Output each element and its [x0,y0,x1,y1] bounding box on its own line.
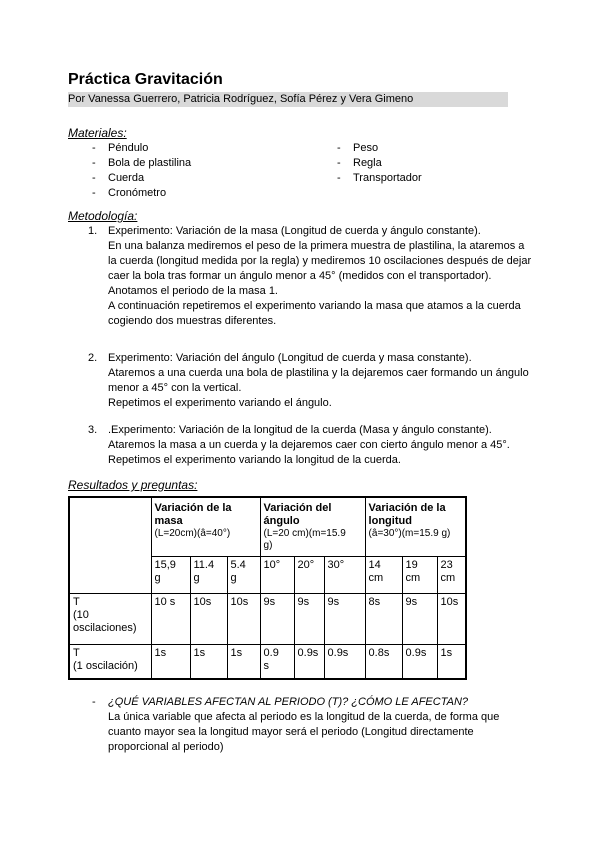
question-text: ¿QUÉ VARIABLES AFECTAN AL PERIODO (T)? ¿… [108,696,469,708]
answer-text: La única variable que afecta al periodo … [108,711,500,753]
material-item: - Regla [337,156,532,171]
materials-column-left: - Péndulo - Bola de plastilina - Cuerda … [68,141,337,201]
material-item: - Péndulo [68,141,337,156]
results-table: Variación de la masa (L=20cm)(â=40°) Var… [68,496,468,680]
methodology-item-title: Experimento: Variación de la masa (Longi… [108,225,481,237]
table-cell: 10s [436,592,467,645]
materials-list: - Péndulo - Bola de plastilina - Cuerda … [68,141,532,201]
dash-marker: - [92,142,96,154]
table-cell: 10 s [150,592,191,645]
group-title: Variación del ángulo [263,502,332,527]
group-header-longitud: Variación de la longitud (â=30°)(m=15.9 … [364,496,467,557]
table-group-header-row: Variación de la masa (L=20cm)(â=40°) Var… [68,496,467,594]
group-title: Variación de la masa [154,502,232,527]
subheader-cell: 10° [259,555,295,594]
subheader-cell: 14 cm [364,555,403,594]
table-cell: 1s [226,643,261,680]
methodology-item: 2. Experimento: Variación del ángulo (Lo… [68,351,532,411]
group-title: Variación de la longitud [368,502,446,527]
table-cell: 1s [436,643,467,680]
subheader-cell: 11.4 g [189,555,228,594]
dash-marker: - [337,157,341,169]
methodology-paragraph: Repetimos el experimento variando el áng… [108,397,332,409]
subheader-cell: 23 cm [436,555,467,594]
material-item: - Transportador [337,171,532,186]
table-row-t1: T (1 oscilación) 1s 1s 1s 0.9 s 0.9s 0.9… [68,643,467,680]
subheader-cell: 20° [293,555,325,594]
table-corner-cell [68,496,152,594]
methodology-paragraph: Repetimos el experimento variando la lon… [108,454,401,466]
group-header-angulo: Variación del ángulo (L=20 cm)(m=15.9 g) [259,496,366,557]
methodology-paragraph: Ataremos la masa a un cuerda y la dejare… [108,439,510,451]
materials-heading: Materiales: [68,126,127,140]
methodology-item-body: Experimento: Variación del ángulo (Longi… [108,351,532,411]
dash-marker: - [92,696,96,708]
material-item-label: Cronómetro [108,187,167,199]
subheader-cell: 19 cm [401,555,438,594]
methodology-item-body: Experimento: Variación de la masa (Longi… [108,224,532,329]
methodology-item: 1. Experimento: Variación de la masa (Lo… [68,224,532,329]
table-cell: 10s [189,592,228,645]
group-subtitle: (L=20cm)(â=40°) [154,528,231,539]
group-subtitle: (L=20 cm)(m=15.9 g) [263,528,346,551]
dash-marker: - [337,142,341,154]
table-cell: 9s [401,592,438,645]
subheader-cell: 15,9 g [150,555,191,594]
results-heading: Resultados y preguntas: [68,478,198,492]
material-item-label: Transportador [353,172,422,184]
table-cell: 0.9s [323,643,366,680]
material-item: - Peso [337,141,532,156]
material-item-label: Cuerda [108,172,145,184]
methodology-item: 3. .Experimento: Variación de la longitu… [68,423,532,468]
methodology-item-title: .Experimento: Variación de la longitud d… [108,424,492,436]
table-row-t10: T (10 oscilaciones) 10 s 10s 10s 9s 9s 9… [68,592,467,645]
byline-highlight: Por Vanessa Guerrero, Patricia Rodríguez… [68,92,508,107]
table-cell: 9s [323,592,366,645]
table-cell: 0.9 s [259,643,295,680]
material-item-label: Bola de plastilina [108,157,192,169]
material-item: - Bola de plastilina [68,156,337,171]
material-item-label: Péndulo [108,142,149,154]
methodology-item-title: Experimento: Variación del ángulo (Longi… [108,352,472,364]
material-item-label: Peso [353,142,379,154]
dash-marker: - [92,187,96,199]
dash-marker: - [92,157,96,169]
question-body: ¿QUÉ VARIABLES AFECTAN AL PERIODO (T)? ¿… [108,695,532,755]
methodology-list: 1. Experimento: Variación de la masa (Lo… [68,224,532,468]
dash-marker: - [337,172,341,184]
material-item: - Cuerda [68,171,337,186]
subheader-cell: 5.4 g [226,555,261,594]
row-label: T (1 oscilación) [68,643,152,680]
page-title: Práctica Gravitación [68,71,223,88]
list-number: 3. [88,424,98,436]
table-cell: 1s [150,643,191,680]
subheader-cell: 30° [323,555,366,594]
table-subheader-row: 15,9 g 11.4 g 5.4 g 10° 20° 30° 14 cm 19… [69,555,467,594]
table-cell: 10s [226,592,261,645]
methodology-item-body: .Experimento: Variación de la longitud d… [108,423,532,468]
table-cell: 9s [259,592,295,645]
table-cell: 0.9s [401,643,438,680]
group-header-masa: Variación de la masa (L=20cm)(â=40°) [150,496,261,557]
table-cell: 1s [189,643,228,680]
table-cell: 9s [293,592,325,645]
list-number: 1. [88,225,98,237]
materials-column-right: - Peso - Regla - Transportador [337,141,532,201]
question-block: - ¿QUÉ VARIABLES AFECTAN AL PERIODO (T)?… [68,695,532,755]
dash-marker: - [92,172,96,184]
row-label: T (10 oscilaciones) [68,592,152,645]
table-cell: 8s [364,592,403,645]
methodology-paragraph: Ataremos a una cuerda una bola de plasti… [108,367,529,394]
material-item: - Cronómetro [68,186,337,201]
methodology-heading: Metodología: [68,209,138,223]
list-number: 2. [88,352,98,364]
methodology-paragraph: A continuación repetiremos el experiment… [108,300,521,327]
material-item-label: Regla [353,157,382,169]
group-subtitle: (â=30°)(m=15.9 g) [368,528,451,539]
table-cell: 0.8s [364,643,403,680]
table-cell: 0.9s [293,643,325,680]
methodology-paragraph: En una balanza mediremos el peso de la p… [108,240,532,297]
